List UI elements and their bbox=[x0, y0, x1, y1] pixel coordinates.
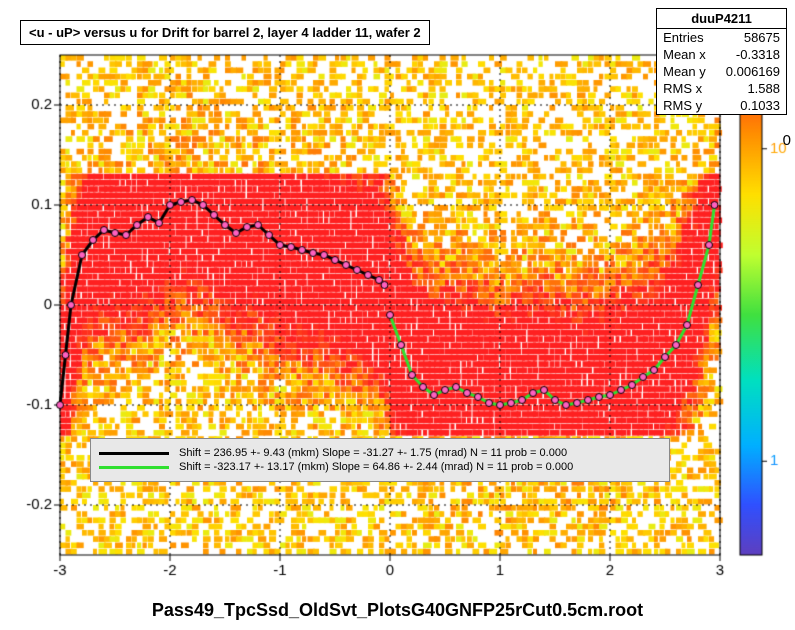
stats-title: duuP4211 bbox=[657, 9, 786, 29]
legend-swatch bbox=[99, 452, 169, 455]
stats-row: Entries 58675 bbox=[657, 29, 786, 46]
legend-row: Shift = -323.17 +- 13.17 (mkm) Slope = 6… bbox=[99, 461, 661, 473]
stats-box: duuP4211 Entries58675Mean x-0.3318Mean y… bbox=[656, 8, 787, 115]
stats-label: RMS y bbox=[663, 98, 702, 113]
extra-label: 0 bbox=[783, 132, 791, 149]
stats-value: 58675 bbox=[744, 30, 780, 45]
stats-value: -0.3318 bbox=[736, 47, 780, 62]
stats-label: Mean x bbox=[663, 47, 706, 62]
plot-title: <u - uP> versus u for Drift for barrel 2… bbox=[20, 20, 430, 45]
stats-label: Mean y bbox=[663, 64, 706, 79]
stats-row: RMS y 0.1033 bbox=[657, 97, 786, 114]
legend-text: Shift = 236.95 +- 9.43 (mkm) Slope = -31… bbox=[179, 447, 567, 459]
legend-row: Shift = 236.95 +- 9.43 (mkm) Slope = -31… bbox=[99, 447, 661, 459]
stats-row: Mean x -0.3318 bbox=[657, 46, 786, 63]
legend-box: Shift = 236.95 +- 9.43 (mkm) Slope = -31… bbox=[90, 438, 670, 482]
stats-row: Mean y 0.006169 bbox=[657, 63, 786, 80]
stats-label: RMS x bbox=[663, 81, 702, 96]
stats-row: RMS x 1.588 bbox=[657, 80, 786, 97]
stats-value: 0.006169 bbox=[726, 64, 780, 79]
legend-swatch bbox=[99, 466, 169, 469]
bottom-title: Pass49_TpcSsd_OldSvt_PlotsG40GNFP25rCut0… bbox=[0, 600, 795, 621]
plot-title-text: <u - uP> versus u for Drift for barrel 2… bbox=[29, 25, 421, 40]
stats-value: 1.588 bbox=[747, 81, 780, 96]
legend-text: Shift = -323.17 +- 13.17 (mkm) Slope = 6… bbox=[179, 461, 573, 473]
stats-value: 0.1033 bbox=[740, 98, 780, 113]
stats-label: Entries bbox=[663, 30, 703, 45]
